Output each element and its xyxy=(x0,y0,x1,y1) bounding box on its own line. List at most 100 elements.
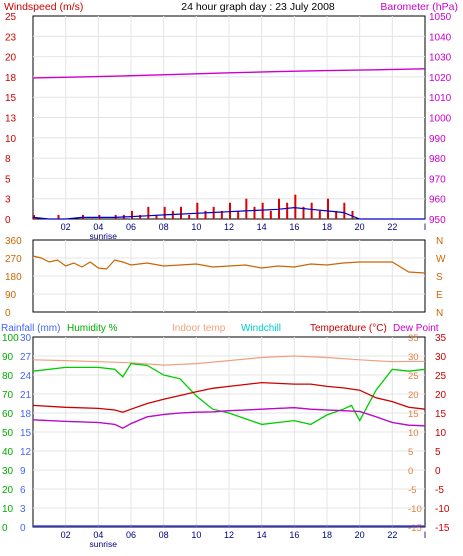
barometer-tick-label: 1020 xyxy=(429,73,452,84)
windspeed-axis-title: Windspeed (m/s) xyxy=(4,1,83,13)
barometer-tick-label: 1030 xyxy=(429,53,452,64)
humidity-tick-label: 20 xyxy=(2,485,14,496)
indoor-tick-label: 10 xyxy=(408,428,419,439)
humidity-tick-label: 100 xyxy=(2,333,19,344)
humidity-tick-label: 50 xyxy=(2,428,14,439)
hour-tick-label: 06 xyxy=(126,530,136,540)
wind-gust-bar xyxy=(220,210,223,219)
dewpoint-legend: Dew Point xyxy=(393,323,439,334)
temperature-tick-label: 5 xyxy=(435,447,441,458)
indoor-tick-label: 30 xyxy=(408,352,419,363)
rain-tick-label: 24 xyxy=(20,371,32,382)
temperature-legend: Temperature (°C) xyxy=(310,323,387,334)
windspeed-tick-label: 25 xyxy=(5,12,17,23)
direction-tick-label: 180 xyxy=(5,272,22,283)
temperature-tick-label: 25 xyxy=(435,371,447,382)
rain-tick-label: 12 xyxy=(20,447,32,458)
hour-tick-label: 20 xyxy=(355,530,365,540)
wind-gust-bar xyxy=(237,210,240,219)
dewpoint-line xyxy=(32,407,426,429)
direction-tick-label: 0 xyxy=(5,308,11,319)
wind-gust-bar xyxy=(196,202,199,219)
windspeed-tick-label: 20 xyxy=(5,53,17,64)
rain-tick-label: 0 xyxy=(20,523,26,534)
rain-tick-label: 15 xyxy=(20,428,32,439)
wind-direction-line xyxy=(32,255,426,274)
compass-tick-label: N xyxy=(436,236,443,247)
rain-tick-label: 9 xyxy=(20,466,26,477)
hour-tick-label: 08 xyxy=(159,530,169,540)
indoor-tick-label: 15 xyxy=(408,409,419,420)
temperature-tick-label: 20 xyxy=(435,390,447,401)
rain-tick-label: 30 xyxy=(20,333,32,344)
wind-gust-bar xyxy=(335,210,338,219)
barometer-axis-title: Barometer (hPa) xyxy=(380,1,458,13)
temperature-tick-label: 10 xyxy=(435,428,447,439)
direction-tick-label: 360 xyxy=(5,236,22,247)
barometer-tick-label: 990 xyxy=(429,134,446,145)
humidity-line xyxy=(32,362,426,426)
temperature-tick-label: -10 xyxy=(435,504,450,515)
compass-tick-label: E xyxy=(436,290,443,301)
wind-gust-bar xyxy=(327,198,329,219)
temperature-tick-label: -5 xyxy=(435,485,444,496)
indoor-tick-label: 5 xyxy=(408,447,413,458)
chart-title: 24 hour graph day : 23 July 2008 xyxy=(181,1,335,13)
wind-gust-bar xyxy=(155,214,158,219)
humidity-tick-label: 40 xyxy=(2,447,14,458)
wind-gust-bar xyxy=(229,202,231,219)
wind-gust-bar xyxy=(302,206,305,219)
wind-gust-bar xyxy=(57,214,60,219)
wind-gust-bar xyxy=(147,206,150,219)
compass-tick-label: S xyxy=(436,272,443,283)
hour-tick-label: I xyxy=(424,530,427,540)
barometer-tick-label: 1010 xyxy=(429,93,452,104)
indoor-tick-label: -5 xyxy=(408,485,416,496)
wind-gust-bar xyxy=(188,214,191,219)
wind-gust-bar xyxy=(131,210,133,219)
indoor-tick-label: 0 xyxy=(408,466,413,477)
hour-tick-label: 10 xyxy=(191,222,201,232)
windspeed-tick-label: 10 xyxy=(5,134,17,145)
hour-tick-label: 02 xyxy=(61,222,71,232)
windspeed-tick-label: 13 xyxy=(5,114,17,125)
indoor-tick-label: 20 xyxy=(408,390,419,401)
windspeed-tick-label: 8 xyxy=(5,154,11,165)
barometer-tick-label: 980 xyxy=(429,154,446,165)
humidity-tick-label: 0 xyxy=(2,523,8,534)
humidity-tick-label: 90 xyxy=(2,352,14,363)
wind-average-line xyxy=(32,206,425,220)
indoor-tick-label: -15 xyxy=(408,523,422,534)
hour-tick-label: 08 xyxy=(159,222,169,232)
rain-tick-label: 21 xyxy=(20,390,32,401)
temperature-tick-label: 0 xyxy=(435,466,441,477)
windspeed-tick-label: 0 xyxy=(5,215,11,226)
rain-tick-label: 18 xyxy=(20,409,32,420)
humidity-tick-label: 10 xyxy=(2,504,14,515)
barometer-tick-label: 950 xyxy=(429,215,446,226)
hour-tick-label: 18 xyxy=(322,222,332,232)
humidity-tick-label: 30 xyxy=(2,466,14,477)
hour-tick-label: 22 xyxy=(387,222,397,232)
humidity-tick-label: 60 xyxy=(2,409,14,420)
wind-gust-bar xyxy=(163,206,166,219)
indoor-tick-label: 25 xyxy=(408,371,419,382)
barometer-tick-label: 1000 xyxy=(429,114,452,125)
sunrise-label: sunrise xyxy=(90,539,118,549)
wind-gust-bar xyxy=(310,202,313,219)
hour-tick-label: I xyxy=(424,222,427,232)
temperature-tick-label: 15 xyxy=(435,409,447,420)
wind-gust-bar xyxy=(318,210,321,219)
windspeed-tick-label: 15 xyxy=(5,93,17,104)
temperature-tick-label: -15 xyxy=(435,523,450,534)
hour-tick-label: 04 xyxy=(93,222,103,232)
indoor-temp-line xyxy=(32,355,426,366)
wind-gust-bar xyxy=(343,202,346,219)
barometer-line xyxy=(32,68,426,79)
windspeed-tick-label: 23 xyxy=(5,32,17,43)
rain-tick-label: 6 xyxy=(20,485,26,496)
hour-tick-label: 16 xyxy=(289,222,299,232)
wind-gust-bar xyxy=(253,206,256,219)
temperature-line xyxy=(32,381,426,413)
